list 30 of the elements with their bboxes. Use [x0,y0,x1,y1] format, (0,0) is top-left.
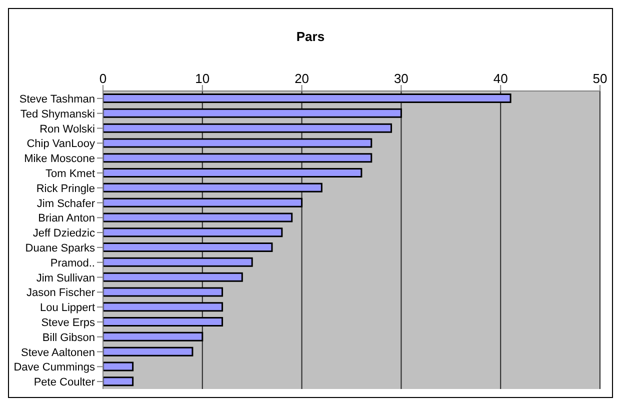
y-tick-label: Chip VanLooy [26,138,96,150]
y-tick-label: Dave Cummings [14,362,96,374]
x-tick-label: 0 [99,71,107,86]
y-tick-label: Rick Pringle [36,182,95,195]
chart-title: Pars [295,28,326,46]
y-tick-label: Steve Tashman [19,93,95,106]
y-tick-label: Bill Gibson [42,332,95,344]
bar [103,346,194,356]
y-tick-label: Ted Shymanski [20,108,95,120]
bar [103,376,134,386]
x-tick-label: 30 [394,71,408,86]
y-tick-label: Jim Sullivan [36,272,95,284]
y-tick-label: Ron Wolski [40,123,95,136]
x-tick-label: 40 [493,71,508,86]
y-tick-label: Duane Sparks [25,242,96,254]
y-tick-label: Pramod.. [50,257,95,270]
x-tick-label: 20 [294,71,310,86]
y-tick-label: Steve Aaltonen [20,346,95,359]
bar [103,362,134,372]
y-tick-label: Jim Schafer [36,198,96,210]
x-tick-label: 50 [592,71,608,86]
x-tick-label: 10 [195,71,210,86]
y-tick-label: Brian Anton [38,212,95,225]
y-tick-label: Pete Coulter [34,376,96,389]
y-tick-label: Mike Moscone [24,153,95,166]
y-tick-label: Steve Erps [41,316,96,329]
y-tick-label: Jason Fischer [26,287,96,300]
y-tick-label: Tom Kmet [45,168,95,180]
y-tick-label: Jeff Dziedzic [32,228,96,240]
y-tick-label: Lou Lippert [40,302,95,314]
